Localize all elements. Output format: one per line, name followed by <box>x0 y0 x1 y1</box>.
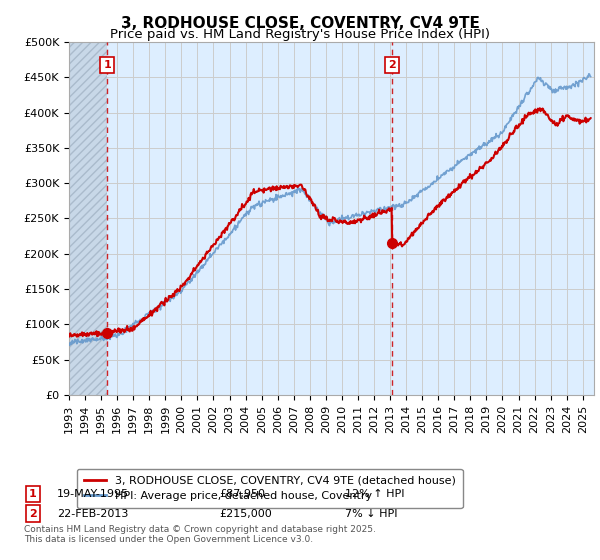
Text: Price paid vs. HM Land Registry's House Price Index (HPI): Price paid vs. HM Land Registry's House … <box>110 28 490 41</box>
Legend: 3, RODHOUSE CLOSE, COVENTRY, CV4 9TE (detached house), HPI: Average price, detac: 3, RODHOUSE CLOSE, COVENTRY, CV4 9TE (de… <box>77 469 463 508</box>
Bar <box>67 42 107 395</box>
Text: 12% ↑ HPI: 12% ↑ HPI <box>345 489 404 499</box>
Text: 22-FEB-2013: 22-FEB-2013 <box>57 508 128 519</box>
Text: 7% ↓ HPI: 7% ↓ HPI <box>345 508 398 519</box>
Text: Contains HM Land Registry data © Crown copyright and database right 2025.
This d: Contains HM Land Registry data © Crown c… <box>24 525 376 544</box>
Text: 3, RODHOUSE CLOSE, COVENTRY, CV4 9TE: 3, RODHOUSE CLOSE, COVENTRY, CV4 9TE <box>121 16 479 31</box>
Text: 2: 2 <box>29 508 37 519</box>
Text: 1: 1 <box>103 60 111 70</box>
Text: 2: 2 <box>388 60 396 70</box>
Text: £87,950: £87,950 <box>219 489 265 499</box>
Text: £215,000: £215,000 <box>219 508 272 519</box>
Text: 19-MAY-1995: 19-MAY-1995 <box>57 489 129 499</box>
Text: 1: 1 <box>29 489 37 499</box>
